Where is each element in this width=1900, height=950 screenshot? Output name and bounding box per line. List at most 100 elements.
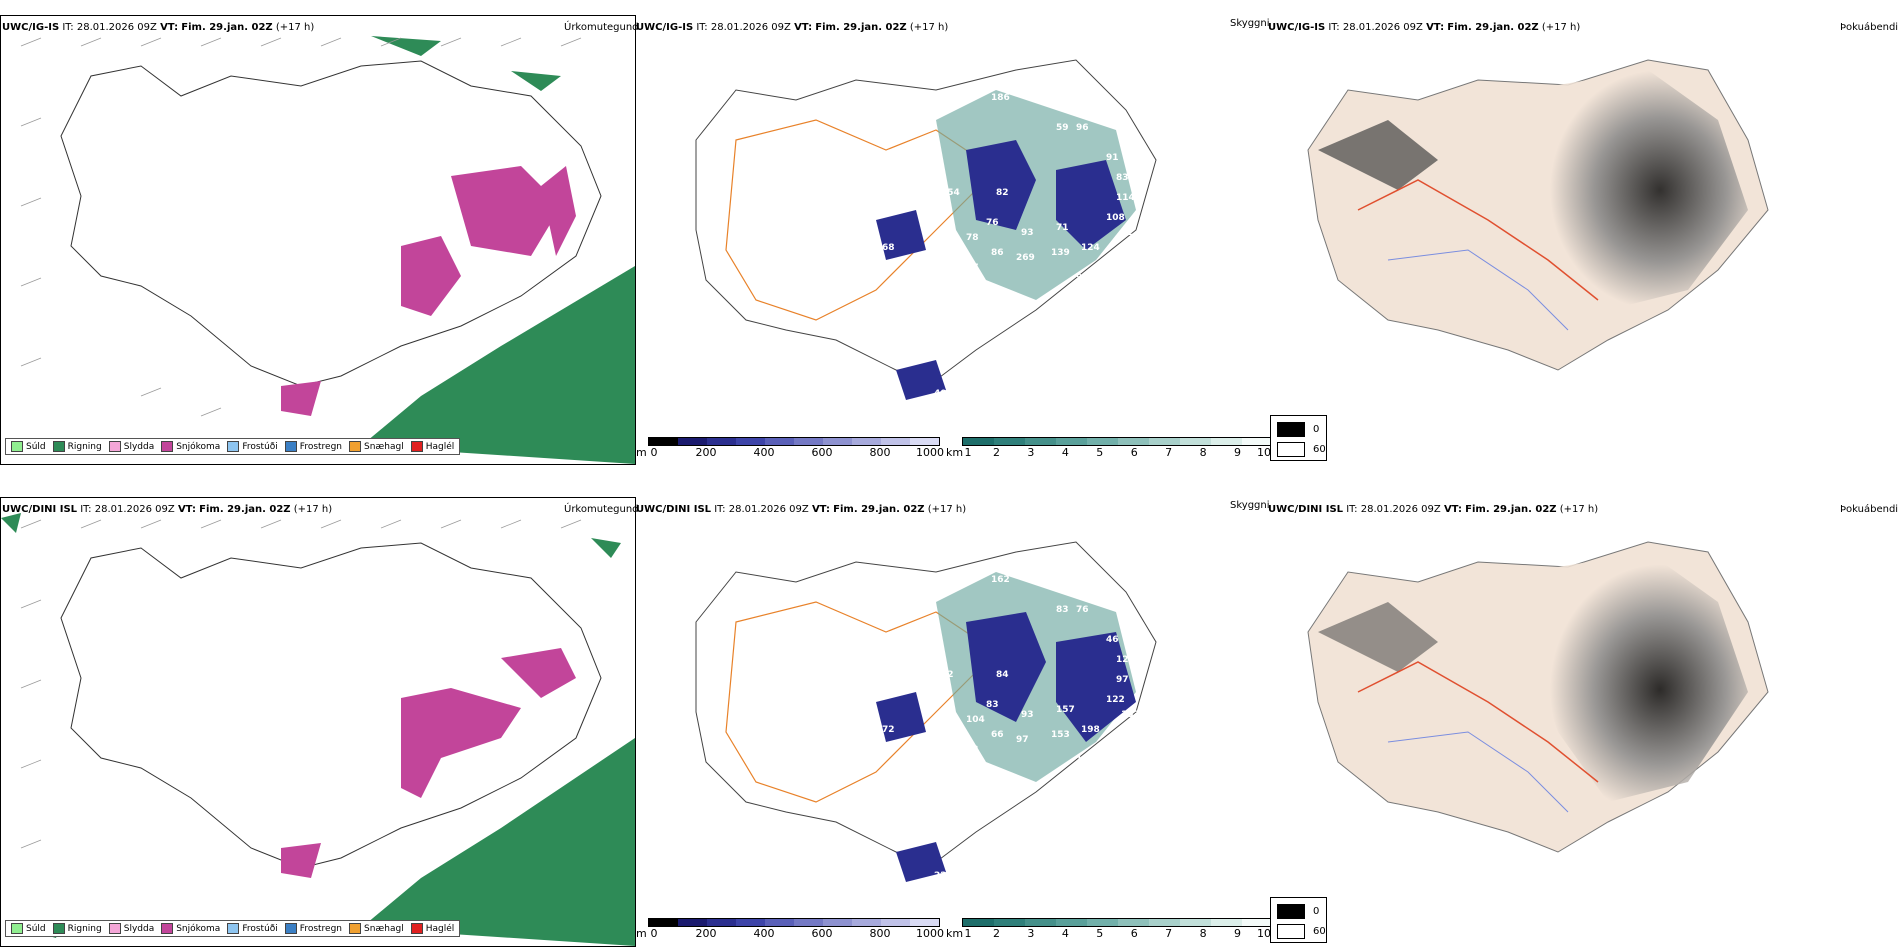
colorbar-tick-label: 600 [811, 446, 833, 459]
visibility-value-label: 99 [921, 173, 934, 183]
visibility-value-label: 154 [941, 188, 960, 198]
legend-label: Haglél [425, 441, 455, 452]
legend-item-5: Frostregn [284, 923, 343, 934]
visibility-value-label: 76 [986, 218, 999, 228]
legend-label: Haglél [425, 923, 455, 934]
visibility-value-label: 67 [1121, 253, 1134, 263]
legend-label: Frostregn [299, 923, 343, 934]
colorbar-tick-label: 9 [1234, 446, 1242, 459]
terrain-unit: m [636, 927, 647, 940]
colorbar-segment [1025, 919, 1056, 926]
precip-type-legend-row1: Súld Rigning Slydda Snjókoma Frostúði Frostre… [5, 438, 461, 455]
visibility-value-label: 68 [882, 243, 895, 253]
it-value: 28.01.2026 09Z [1360, 504, 1441, 515]
legend-item-7: Haglél [410, 441, 455, 452]
field-name-precip-row2: Úrkomutegund [564, 504, 639, 515]
visibility-value-label: 83 [1116, 173, 1129, 183]
visibility-value-label: 122 [1106, 695, 1125, 705]
vt-value: Fim. 29.jan. 02Z [815, 22, 907, 33]
vt-label: VT: [1426, 22, 1445, 33]
visibility-value-label: 153 [1051, 730, 1070, 740]
vt-value: Fim. 29.jan. 02Z [1465, 504, 1557, 515]
visibility-value-label: 71 [1056, 223, 1069, 233]
visibility-unit: km [946, 927, 964, 940]
legend-swatch [161, 923, 174, 934]
colorbar-segment [910, 438, 939, 445]
colorbar-tick-label: 200 [695, 446, 717, 459]
visibility-value-label: 269 [1016, 253, 1035, 263]
visibility-value-label: 83 [966, 745, 979, 755]
visibility-value-label: 66 [991, 730, 1004, 740]
legend-swatch [410, 923, 423, 934]
it-label: IT: [1328, 22, 1340, 33]
colorbar-segment [794, 919, 823, 926]
run-info-fog-row1: UWC/IG-IS IT: 28.01.2026 09Z VT: Fim. 29… [1268, 22, 1580, 33]
fog-legend-swatch [1277, 904, 1305, 919]
visibility-value-label: 139 [1051, 248, 1070, 258]
colorbar-segment [649, 438, 678, 445]
fog-map-row2 [1307, 541, 1769, 853]
colorbar-tick-label: 7 [1165, 446, 1173, 459]
lead-time: (+17 h) [909, 22, 949, 33]
fog-legend-item-1: 60 [1277, 442, 1326, 457]
colorbar-segment [1180, 438, 1211, 445]
colorbar-segment [910, 919, 939, 926]
legend-label: Snæhagl [364, 441, 404, 452]
fog-legend-label: 0 [1313, 906, 1320, 917]
visibility-value-label: 128 [1076, 755, 1095, 765]
legend-swatch [410, 441, 423, 452]
visibility-value-label: 72 [941, 670, 954, 680]
legend-label: Rigning [67, 923, 102, 934]
visibility-value-label: 96 [1076, 123, 1089, 133]
legend-swatch [11, 441, 23, 452]
terrain-colorbar-row2: m 0 200 400 600 800 1000 [636, 918, 944, 942]
legend-item-0: Súld [11, 441, 46, 452]
colorbar-tick-label: 0 [650, 446, 658, 459]
legend-item-6: Snæhagl [349, 441, 404, 452]
colorbar-segment [1149, 919, 1180, 926]
visibility-value-label: 101 [926, 183, 945, 193]
colorbar-segment [736, 919, 765, 926]
colorbar-segment [707, 919, 736, 926]
visibility-value-label: 77 [831, 103, 844, 113]
precip-type-legend-row2: Súld Rigning Slydda Snjókoma Frostúði Frostre… [5, 920, 461, 937]
legend-label: Súld [26, 923, 46, 934]
legend-item-4: Frostúði [227, 441, 278, 452]
fog-map-row1 [1307, 59, 1769, 371]
legend-label: Slydda [123, 441, 155, 452]
fog-legend-label: 60 [1313, 444, 1326, 455]
colorbar-tick-label: 400 [753, 446, 775, 459]
it-value: 28.01.2026 09Z [1342, 22, 1423, 33]
visibility-unit: km [946, 446, 964, 459]
colorbar-segment [1087, 919, 1118, 926]
visibility-value-label: 59 [1056, 123, 1069, 133]
lead-time: (+17 h) [1541, 22, 1581, 33]
visibility-value-label: 76 [1076, 605, 1089, 615]
colorbar-tick-label: 2 [992, 446, 1000, 459]
colorbar-tick-label: 5 [1096, 927, 1104, 940]
legend-swatch [349, 923, 362, 934]
legend-swatch [161, 441, 174, 452]
field-name-visibility-row2: Skyggni [1230, 500, 1270, 511]
vt-label: VT: [160, 22, 179, 33]
visibility-value-label: 82 [1121, 228, 1134, 238]
visibility-value-label: 157 [1056, 705, 1075, 715]
colorbar-tick-label: 800 [869, 927, 891, 940]
colorbar-tick-label: 8 [1199, 446, 1207, 459]
colorbar-segment [881, 919, 910, 926]
run-info-fog-row2: UWC/DINI ISL IT: 28.01.2026 09Z VT: Fim.… [1268, 504, 1598, 515]
legend-label: Slydda [123, 923, 155, 934]
legend-label: Frostregn [299, 441, 343, 452]
model-name: UWC/IG-IS [636, 22, 694, 33]
visibility-value-label: 49 [831, 585, 844, 595]
vt-label: VT: [811, 504, 830, 515]
colorbar-tick-label: 400 [753, 927, 775, 940]
it-label: IT: [696, 22, 708, 33]
colorbar-tick-label: 200 [695, 927, 717, 940]
visibility-value-label: 83 [986, 700, 999, 710]
visibility-value-label: 120 [1116, 655, 1135, 665]
colorbar-tick-label: 1 [964, 446, 972, 459]
colorbar-tick-label: 10 [1257, 927, 1271, 940]
visibility-value-label: 90 [866, 153, 879, 163]
